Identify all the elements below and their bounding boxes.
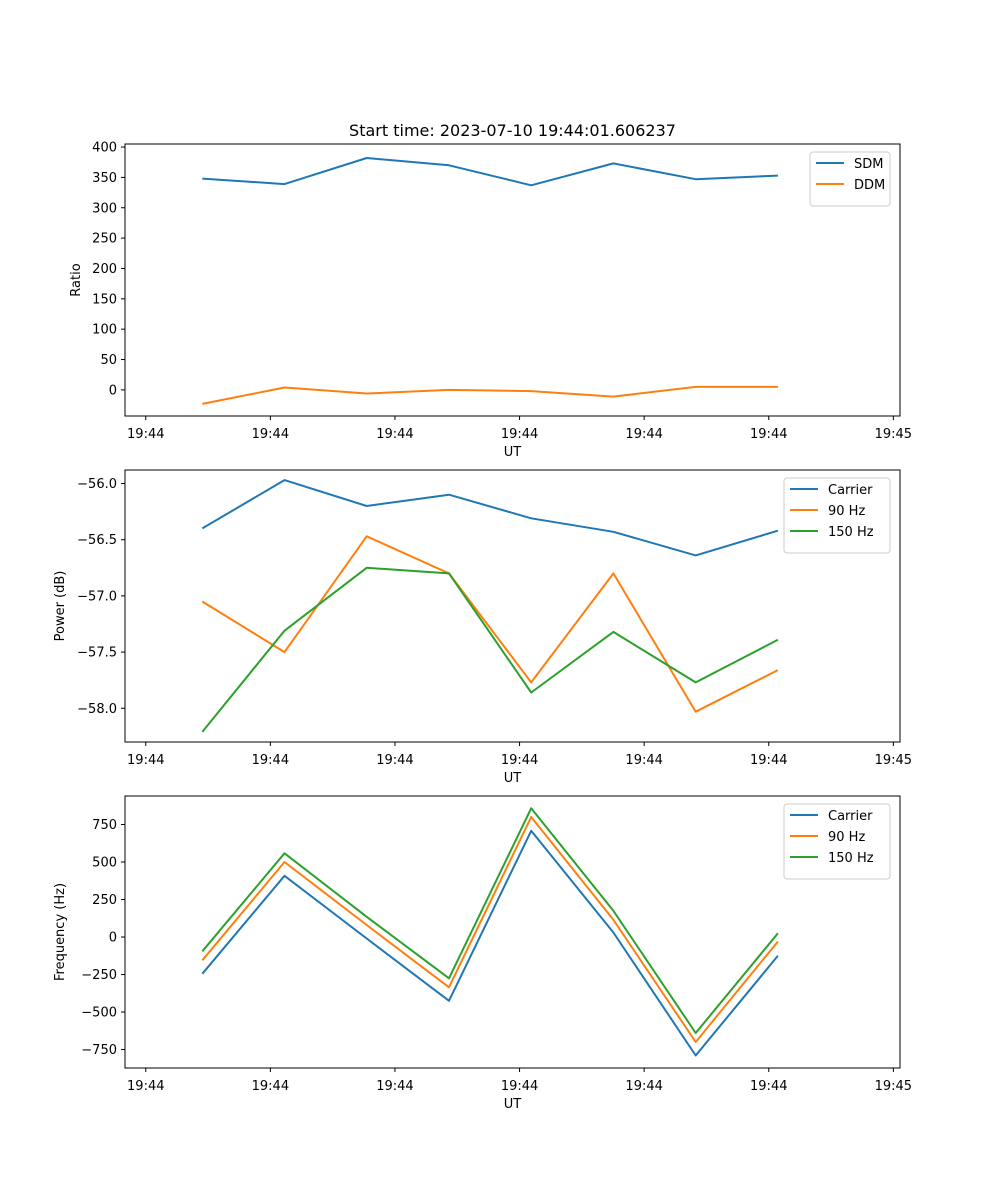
- x-tick-label: 19:44: [376, 1079, 413, 1094]
- y-tick-label: 350: [92, 171, 117, 186]
- y-axis-label: Ratio: [69, 263, 84, 296]
- legend-label: DDM: [854, 178, 885, 193]
- x-tick-label: 19:44: [750, 753, 787, 768]
- legend-label: 90 Hz: [828, 504, 865, 519]
- x-tick-label: 19:44: [501, 427, 538, 442]
- series-line-150-hz: [201, 807, 779, 1034]
- legend-box: [783, 477, 891, 554]
- x-axis-label: UT: [504, 445, 522, 460]
- y-tick-label: 750: [92, 818, 117, 833]
- panels: 19:44 19:44 19:44 19:44 19:44 19:44 19:45 0 50 10…: [53, 141, 912, 1112]
- chart-panel-2: 19:44 19:44 19:44 19:44 19:44 19:44 19:45 −58.0…: [53, 469, 912, 786]
- legend-label: Carrier: [828, 483, 873, 498]
- y-tick-label: 100: [92, 323, 117, 338]
- x-axis-label: UT: [504, 771, 522, 786]
- y-tick-label: −57.0: [77, 589, 117, 604]
- axes-frame: [124, 143, 901, 417]
- x-tick-label: 19:44: [625, 1079, 662, 1094]
- legend: Carrier 90 Hz 150 Hz: [783, 803, 891, 880]
- legend: SDM DDM: [809, 151, 891, 207]
- series-line-carrier: [201, 479, 779, 557]
- x-tick-label: 19:44: [625, 427, 662, 442]
- chart-panel-3: 19:44 19:44 19:44 19:44 19:44 19:44 19:45 −750 −…: [53, 795, 912, 1112]
- axes-frame: [124, 795, 901, 1069]
- legend-box: [809, 151, 891, 207]
- y-tick-label: −250: [81, 968, 117, 983]
- y-tick-label: −57.5: [77, 646, 117, 661]
- x-tick-label: 19:44: [252, 1079, 289, 1094]
- legend-label: SDM: [854, 157, 883, 172]
- legend: Carrier 90 Hz 150 Hz: [783, 477, 891, 554]
- x-tick-label: 19:44: [127, 427, 164, 442]
- y-axis-label: Power (dB): [53, 571, 68, 642]
- x-tick-label: 19:44: [252, 753, 289, 768]
- x-tick-label: 19:44: [750, 1079, 787, 1094]
- figure-title: Start time: 2023-07-10 19:44:01.606237: [349, 121, 676, 140]
- y-tick-label: 0: [109, 931, 117, 946]
- x-axis-label: UT: [504, 1097, 522, 1112]
- x-tick-label: 19:45: [875, 1079, 912, 1094]
- series-line-150-hz: [201, 566, 779, 733]
- legend-label: 150 Hz: [828, 851, 874, 866]
- y-tick-label: 50: [100, 353, 117, 368]
- chart-panel-1: 19:44 19:44 19:44 19:44 19:44 19:44 19:45 0 50 10…: [69, 141, 912, 460]
- legend-label: Carrier: [828, 809, 873, 824]
- x-tick-label: 19:44: [625, 753, 662, 768]
- y-tick-label: 300: [92, 201, 117, 216]
- series-line-ddm: [202, 385, 778, 405]
- y-tick-label: 400: [92, 141, 117, 156]
- series-line-90-hz: [201, 535, 779, 713]
- legend-box: [783, 803, 891, 880]
- series-line-carrier: [201, 829, 779, 1057]
- y-tick-label: 200: [92, 262, 117, 277]
- series-line-sdm: [202, 157, 778, 187]
- y-tick-label: −56.5: [77, 533, 117, 548]
- y-axis-label: Frequency (Hz): [53, 883, 68, 981]
- y-tick-label: −58.0: [77, 702, 117, 717]
- legend-label: 150 Hz: [828, 525, 874, 540]
- x-tick-label: 19:44: [750, 427, 787, 442]
- x-tick-label: 19:44: [376, 753, 413, 768]
- x-tick-label: 19:45: [875, 753, 912, 768]
- series-line-90-hz: [201, 816, 779, 1043]
- y-tick-label: 250: [92, 232, 117, 247]
- x-tick-label: 19:44: [501, 753, 538, 768]
- y-tick-label: 500: [92, 856, 117, 871]
- x-tick-label: 19:44: [127, 753, 164, 768]
- y-tick-label: 150: [92, 292, 117, 307]
- axes-frame: [124, 469, 901, 743]
- x-tick-label: 19:44: [376, 427, 413, 442]
- y-tick-label: −500: [81, 1006, 117, 1021]
- y-tick-label: 0: [109, 383, 117, 398]
- legend-label: 90 Hz: [828, 830, 865, 845]
- x-tick-label: 19:44: [252, 427, 289, 442]
- x-tick-label: 19:45: [875, 427, 912, 442]
- y-tick-label: −56.0: [77, 477, 117, 492]
- y-tick-label: 250: [92, 893, 117, 908]
- x-tick-label: 19:44: [127, 1079, 164, 1094]
- y-tick-label: −750: [81, 1043, 117, 1058]
- x-tick-label: 19:44: [501, 1079, 538, 1094]
